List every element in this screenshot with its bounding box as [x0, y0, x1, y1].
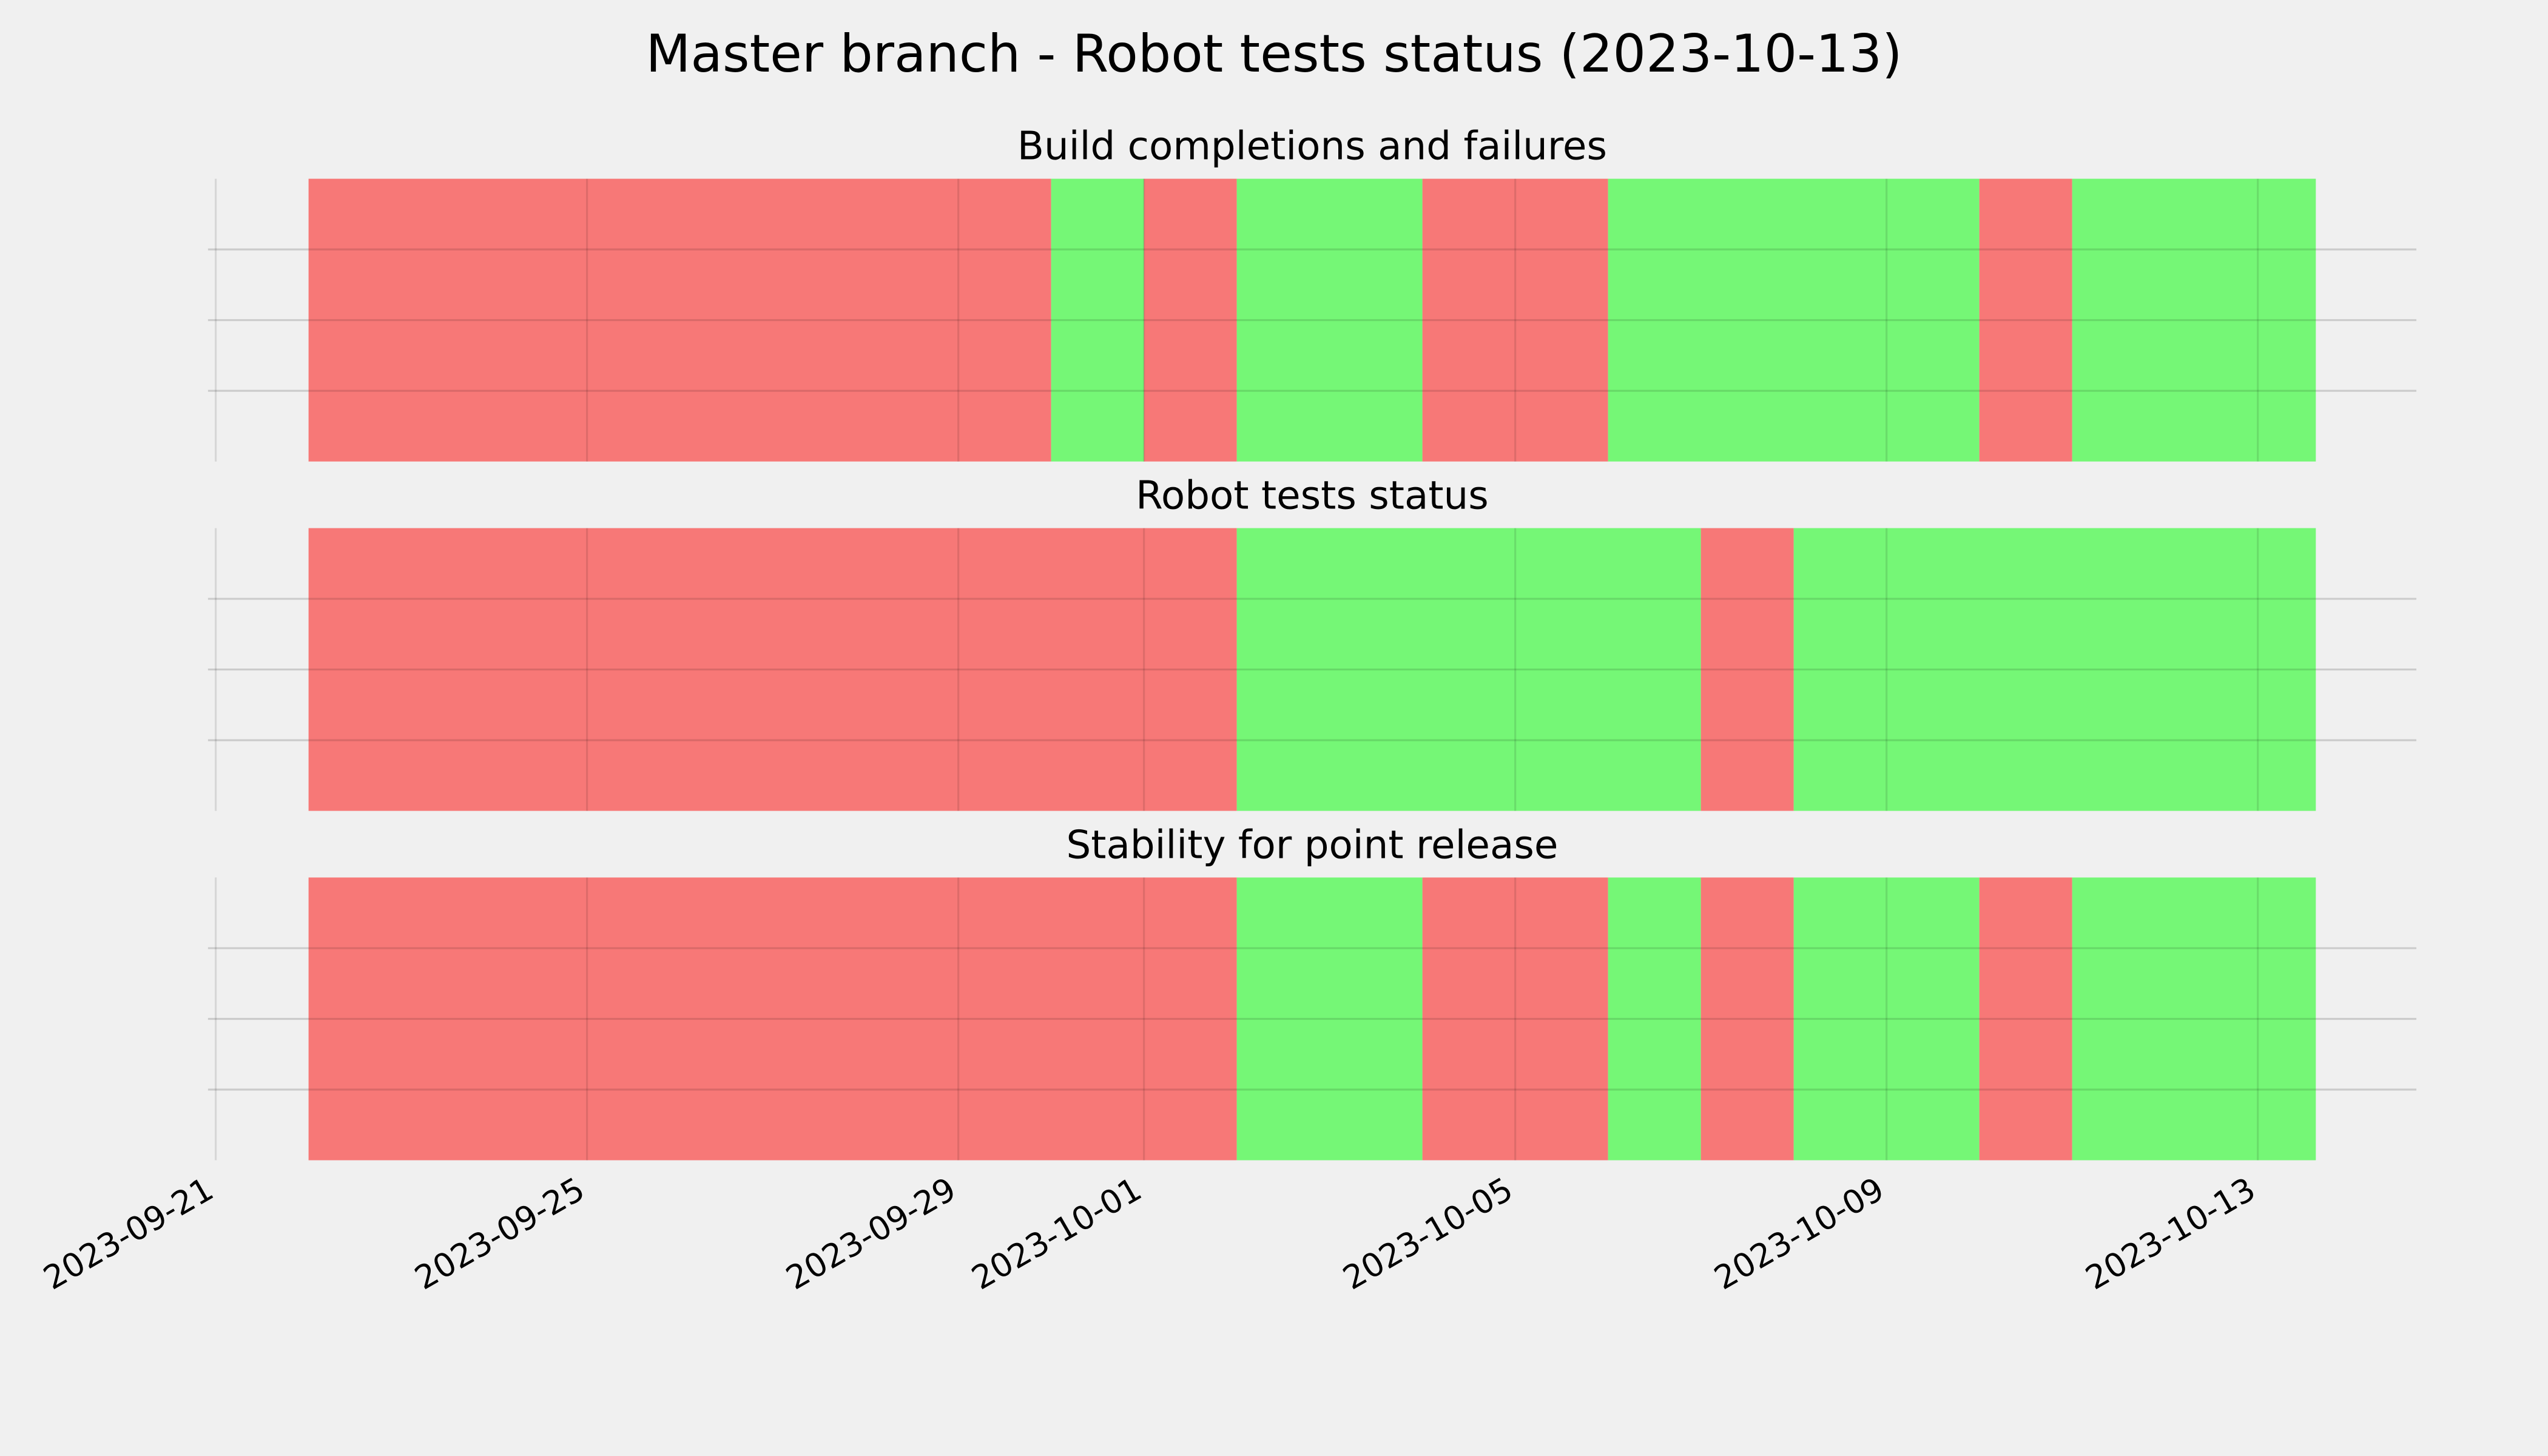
status-span — [1608, 877, 1701, 1161]
status-span — [1236, 528, 1701, 811]
status-span — [1700, 877, 1794, 1161]
status-span — [1608, 178, 1980, 462]
status-span — [308, 877, 1237, 1161]
subplot-title: Stability for point release — [1067, 822, 1559, 868]
status-span — [1793, 877, 1980, 1161]
status-span — [1979, 877, 2072, 1161]
status-span — [1422, 178, 1608, 462]
status-span — [1144, 178, 1237, 462]
status-span — [1422, 877, 1608, 1161]
status-span — [1793, 528, 2316, 811]
status-span — [1700, 528, 1794, 811]
chart-title: Master branch - Robot tests status (2023… — [645, 24, 1902, 84]
status-span — [1236, 178, 1423, 462]
status-span — [1979, 178, 2072, 462]
status-span — [1236, 877, 1423, 1161]
subplot-title: Robot tests status — [1136, 473, 1489, 518]
status-span — [308, 528, 1237, 811]
status-span — [2072, 877, 2316, 1161]
subplot-title: Build completions and failures — [1017, 124, 1607, 169]
status-span — [308, 178, 1051, 462]
status-span — [1051, 178, 1144, 462]
status-span — [2072, 178, 2316, 462]
